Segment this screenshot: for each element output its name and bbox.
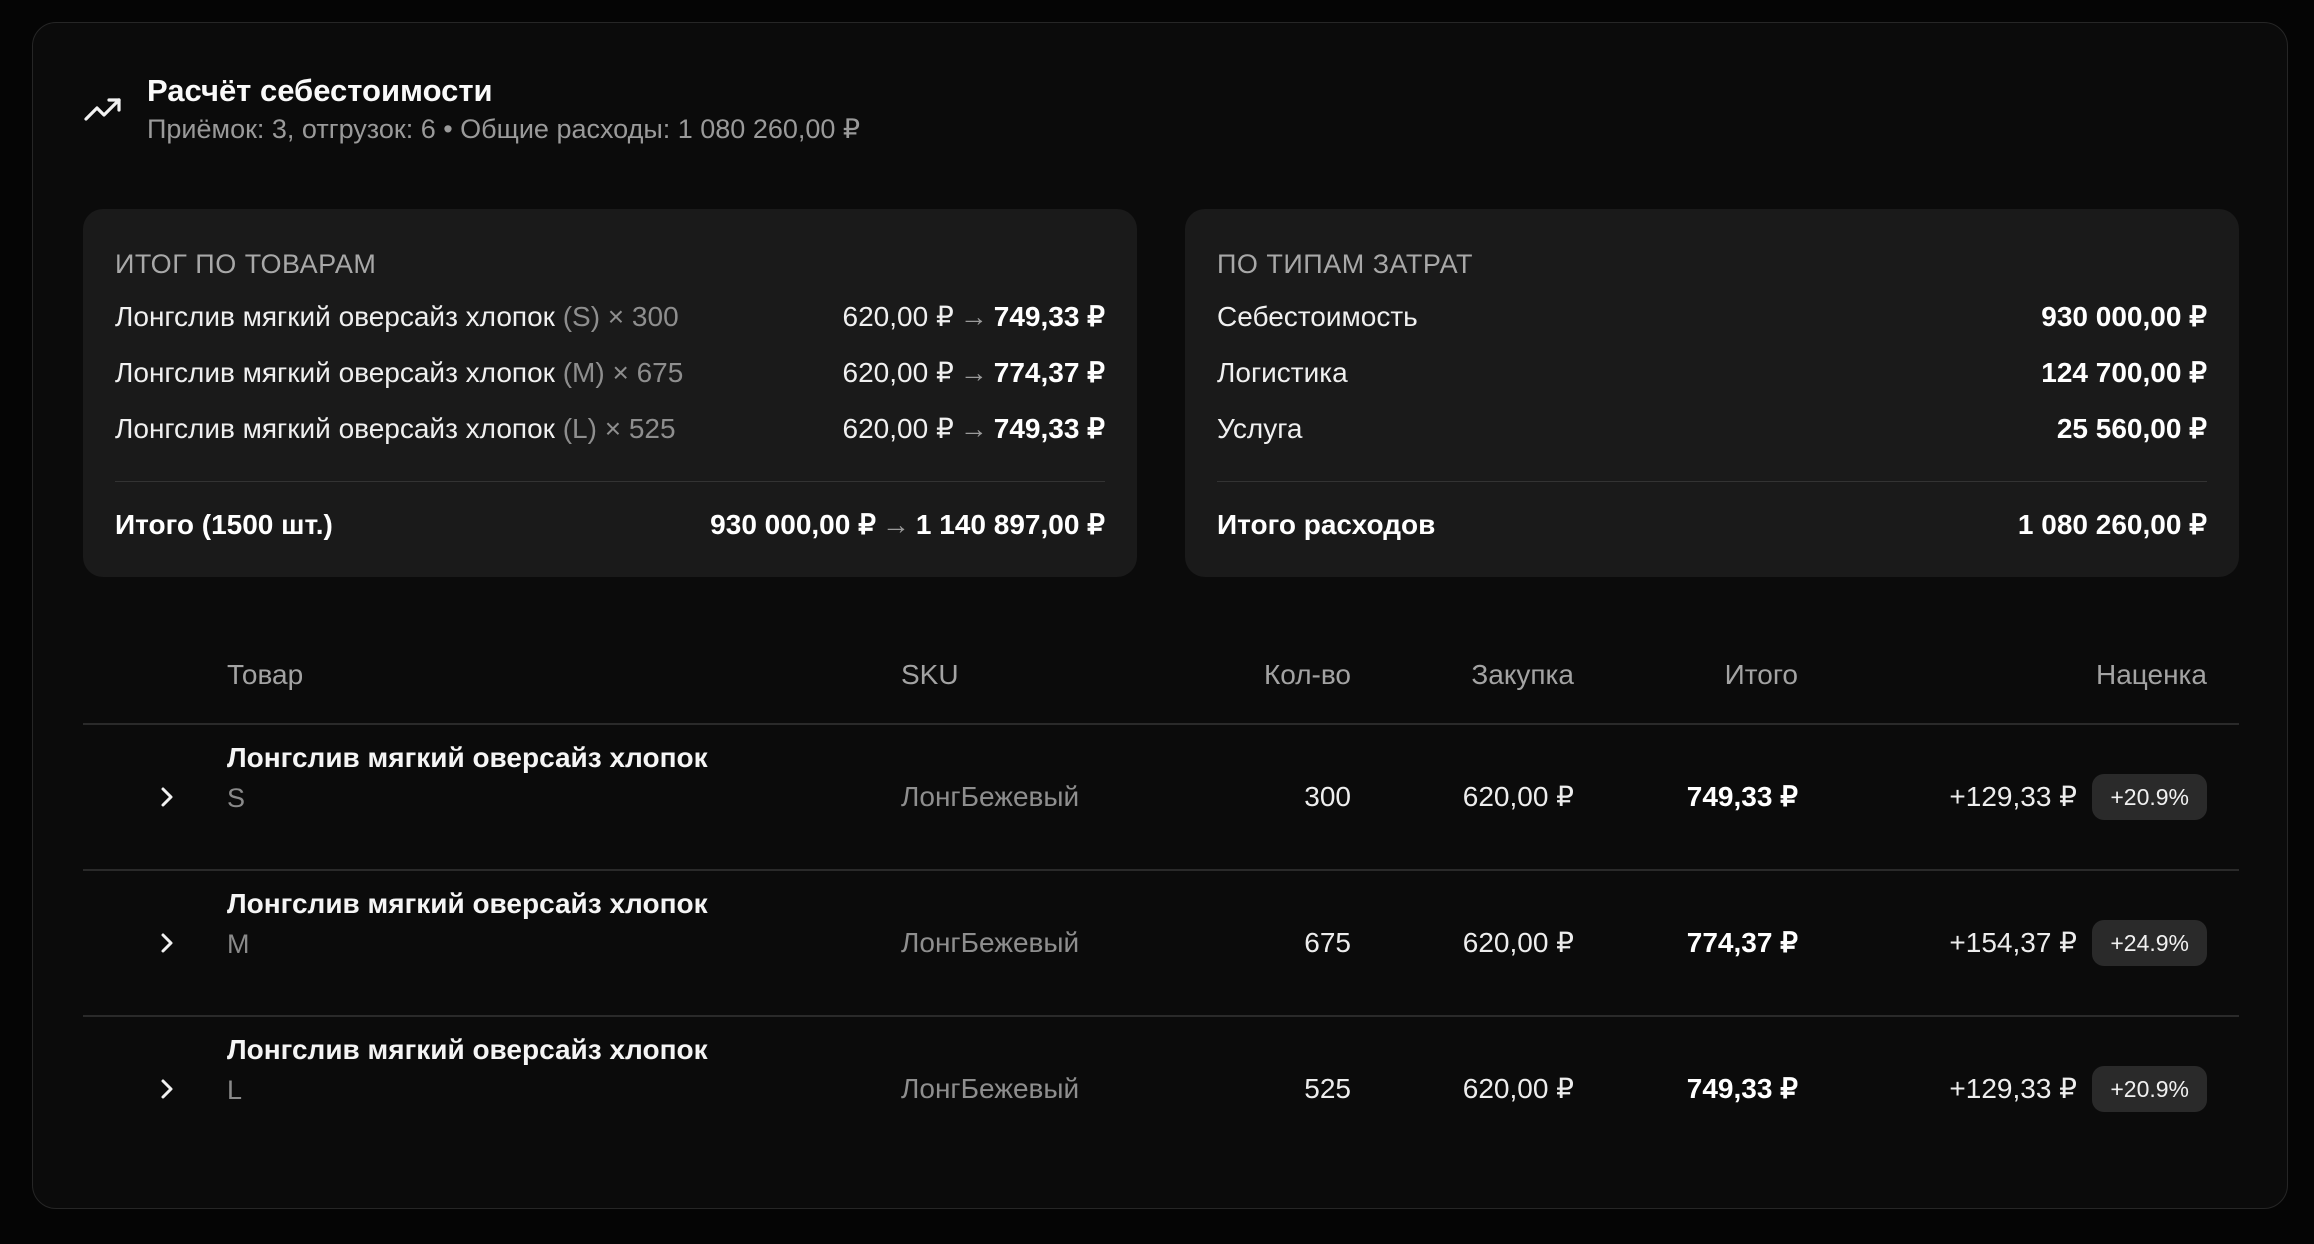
products-summary-panel: ИТОГ ПО ТОВАРАМ Лонгслив мягкий оверсайз…	[83, 209, 1137, 577]
summary-product-name: Лонгслив мягкий оверсайз хлопок	[115, 301, 555, 332]
summary-to-value: 749,33 ₽	[993, 413, 1105, 444]
divider	[115, 481, 1105, 482]
product-markup: +154,37 ₽	[1949, 927, 2077, 958]
product-sku: ЛонгБежевый	[901, 1073, 1080, 1104]
column-header-markup[interactable]: Наценка	[2096, 659, 2207, 690]
product-qty: 675	[1304, 927, 1351, 958]
summary-product-variant: (M) × 675	[562, 357, 684, 388]
table-divider	[83, 1015, 2239, 1017]
product-markup: +129,33 ₽	[1949, 1073, 2077, 1104]
cost-type-row: Логистика 124 700,00 ₽	[1217, 353, 2207, 393]
summary-product-row: Лонгслив мягкий оверсайз хлопок (L) × 52…	[115, 409, 1105, 449]
cost-type-label: Логистика	[1217, 357, 1348, 388]
product-total: 774,37 ₽	[1686, 927, 1798, 958]
summary-to-value: 774,37 ₽	[993, 357, 1105, 388]
product-purchase: 620,00 ₽	[1462, 781, 1574, 812]
product-name: Лонгслив мягкий оверсайз хлопок	[227, 888, 708, 919]
summary-total-to: 1 140 897,00 ₽	[915, 509, 1105, 540]
product-size: M	[227, 929, 250, 959]
summary-product-variant: (L) × 525	[562, 413, 676, 444]
product-qty: 300	[1304, 781, 1351, 812]
product-size: S	[227, 783, 246, 813]
summary-total-row: Итого (1500 шт.) 930 000,00 ₽ → 1 140 897,…	[115, 505, 1105, 545]
cost-calculation-card: Расчёт себестоимости Приёмок: 3, отгрузо…	[32, 22, 2288, 1209]
product-qty: 525	[1304, 1073, 1351, 1104]
product-total: 749,33 ₽	[1686, 781, 1798, 812]
summary-product-variant: (S) × 300	[562, 301, 679, 332]
markup-percent-badge: +24.9%	[2092, 920, 2207, 966]
summary-product-row: Лонгслив мягкий оверсайз хлопок (S) × 30…	[115, 297, 1105, 337]
table-divider	[83, 869, 2239, 871]
product-purchase: 620,00 ₽	[1462, 1073, 1574, 1104]
summary-to-value: 749,33 ₽	[993, 301, 1105, 332]
cost-types-panel: ПО ТИПАМ ЗАТРАТ Себестоимость 930 000,00…	[1185, 209, 2239, 577]
cost-type-row: Услуга 25 560,00 ₽	[1217, 409, 2207, 449]
summary-total-label: Итого (1500 шт.)	[115, 509, 333, 540]
products-summary-title: ИТОГ ПО ТОВАРАМ	[115, 249, 377, 279]
product-sku: ЛонгБежевый	[901, 927, 1080, 958]
summary-from-value: 620,00 ₽	[842, 301, 954, 332]
arrow-right-icon: →	[959, 301, 988, 332]
arrow-right-icon: →	[959, 357, 988, 388]
table-row[interactable]: Лонгслив мягкий оверсайз хлопок M ЛонгБе…	[83, 870, 2239, 1016]
cost-type-value: 930 000,00 ₽	[2041, 301, 2207, 332]
column-header-total[interactable]: Итого	[1724, 659, 1798, 690]
markup-percent-badge: +20.9%	[2092, 774, 2207, 820]
summary-from-value: 620,00 ₽	[842, 357, 954, 388]
chevron-right-icon[interactable]	[155, 1069, 179, 1109]
cost-types-title: ПО ТИПАМ ЗАТРАТ	[1217, 249, 1474, 279]
arrow-right-icon: →	[881, 509, 910, 540]
summary-product-name: Лонгслив мягкий оверсайз хлопок	[115, 413, 555, 444]
table-header: Товар SKU Кол-во Закупка Итого Наценка	[83, 655, 2239, 715]
product-name: Лонгслив мягкий оверсайз хлопок	[227, 742, 708, 773]
table-row[interactable]: Лонгслив мягкий оверсайз хлопок L ЛонгБе…	[83, 1016, 2239, 1162]
chevron-right-icon[interactable]	[155, 777, 179, 817]
product-purchase: 620,00 ₽	[1462, 927, 1574, 958]
product-size: L	[227, 1075, 243, 1105]
cost-total-value: 1 080 260,00 ₽	[2017, 509, 2207, 540]
cost-type-value: 25 560,00 ₽	[2056, 413, 2207, 444]
card-header: Расчёт себестоимости Приёмок: 3, отгрузо…	[83, 71, 860, 147]
cost-type-label: Себестоимость	[1217, 301, 1418, 332]
product-sku: ЛонгБежевый	[901, 781, 1080, 812]
arrow-right-icon: →	[959, 413, 988, 444]
column-header-purchase[interactable]: Закупка	[1471, 659, 1574, 690]
page-title: Расчёт себестоимости	[147, 73, 493, 108]
product-markup: +129,33 ₽	[1949, 781, 2077, 812]
cost-total-row: Итого расходов 1 080 260,00 ₽	[1217, 505, 2207, 545]
markup-percent-badge: +20.9%	[2092, 1066, 2207, 1112]
summary-total-from: 930 000,00 ₽	[710, 509, 876, 540]
divider	[1217, 481, 2207, 482]
table-divider	[83, 723, 2239, 725]
trending-up-icon	[83, 89, 123, 129]
column-header-product[interactable]: Товар	[227, 659, 304, 690]
cost-type-label: Услуга	[1217, 413, 1303, 444]
product-total: 749,33 ₽	[1686, 1073, 1798, 1104]
column-header-sku[interactable]: SKU	[901, 659, 959, 690]
summary-product-row: Лонгслив мягкий оверсайз хлопок (M) × 67…	[115, 353, 1105, 393]
summary-product-name: Лонгслив мягкий оверсайз хлопок	[115, 357, 555, 388]
column-header-qty[interactable]: Кол-во	[1263, 659, 1351, 690]
cost-total-label: Итого расходов	[1217, 509, 1436, 540]
chevron-right-icon[interactable]	[155, 923, 179, 963]
summary-from-value: 620,00 ₽	[842, 413, 954, 444]
page-subtitle: Приёмок: 3, отгрузок: 6 • Общие расходы:…	[147, 114, 861, 144]
cost-type-value: 124 700,00 ₽	[2041, 357, 2207, 388]
table-row[interactable]: Лонгслив мягкий оверсайз хлопок S ЛонгБе…	[83, 724, 2239, 870]
product-name: Лонгслив мягкий оверсайз хлопок	[227, 1034, 708, 1065]
cost-type-row: Себестоимость 930 000,00 ₽	[1217, 297, 2207, 337]
